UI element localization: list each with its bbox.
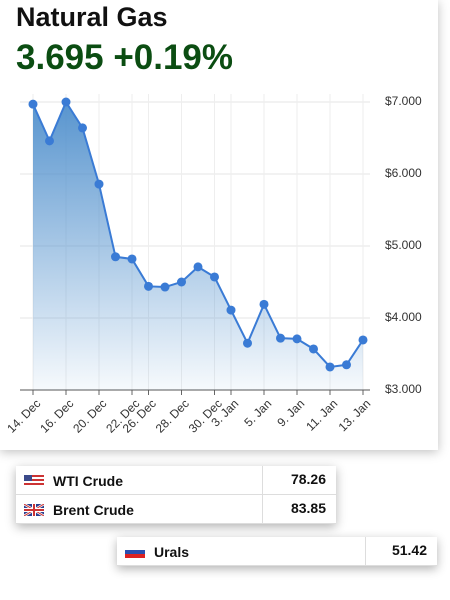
flag-uk — [24, 504, 44, 516]
row-value: 78.26 — [290, 471, 326, 487]
point — [144, 281, 153, 291]
point — [45, 136, 54, 146]
row[interactable]: Brent Crude 83.85 — [16, 495, 336, 524]
price-value: 3.695 — [16, 38, 104, 77]
row-value: 51.42 — [391, 542, 427, 558]
price-change: +0.19% — [113, 38, 234, 77]
point — [325, 362, 335, 372]
title: Natural Gas — [16, 2, 168, 32]
point — [78, 123, 87, 133]
chart-card: Natural Gas 3.695 +0.19% $3.000 $4.000 $5.… — [4, 2, 423, 436]
row-name: Brent Crude — [53, 502, 134, 518]
flag-us — [24, 475, 44, 487]
point — [342, 360, 351, 370]
table: WTI Crude 78.26 Brent Crude 83.85 — [16, 466, 336, 524]
point — [111, 252, 120, 262]
table: Urals 51.42 — [117, 537, 437, 566]
flag-ru — [125, 546, 145, 558]
point — [94, 179, 104, 189]
x-tick-label: 5. Jan — [241, 396, 274, 429]
separator — [262, 466, 263, 494]
point — [160, 282, 170, 292]
x-tick-label: 28. Dec — [153, 396, 192, 435]
x-tick-label: 9. Jan — [274, 396, 307, 429]
y-tick-label: $5.000 — [385, 238, 422, 252]
x-tick-label: 14. Dec — [4, 396, 43, 435]
row-name: WTI Crude — [53, 473, 123, 489]
chart: $3.000 $4.000 $5.000 $6.000 $7.000 14. Dec16.… — [4, 94, 422, 436]
point — [177, 277, 186, 287]
price: 3.695 +0.19% — [16, 38, 233, 78]
y-tick-label: $6.000 — [385, 166, 422, 180]
point — [127, 254, 137, 264]
point — [276, 333, 285, 343]
x-tick-label: 11. Jan — [303, 396, 340, 433]
x-tick-label: 16. Dec — [37, 396, 76, 435]
point — [226, 305, 236, 315]
point — [61, 97, 71, 107]
point — [259, 299, 269, 309]
point — [28, 99, 38, 109]
y-tick-label: $7.000 — [385, 94, 422, 108]
point — [193, 262, 203, 272]
point — [210, 272, 219, 282]
x-tick-label: 20. Dec — [70, 396, 109, 435]
row[interactable]: WTI Crude 78.26 — [16, 466, 336, 495]
row-value: 83.85 — [290, 500, 326, 516]
separator — [262, 495, 263, 523]
separator — [365, 537, 366, 565]
row-name: Urals — [154, 544, 190, 560]
point — [243, 338, 252, 348]
point — [309, 344, 318, 354]
y-tick-label: $3.000 — [385, 382, 422, 396]
x-tick-label: 13. Jan — [336, 396, 374, 434]
row[interactable]: Urals 51.42 — [117, 537, 437, 566]
point — [358, 335, 368, 345]
area — [33, 102, 363, 390]
point — [292, 334, 302, 344]
y-tick-label: $4.000 — [385, 310, 422, 324]
